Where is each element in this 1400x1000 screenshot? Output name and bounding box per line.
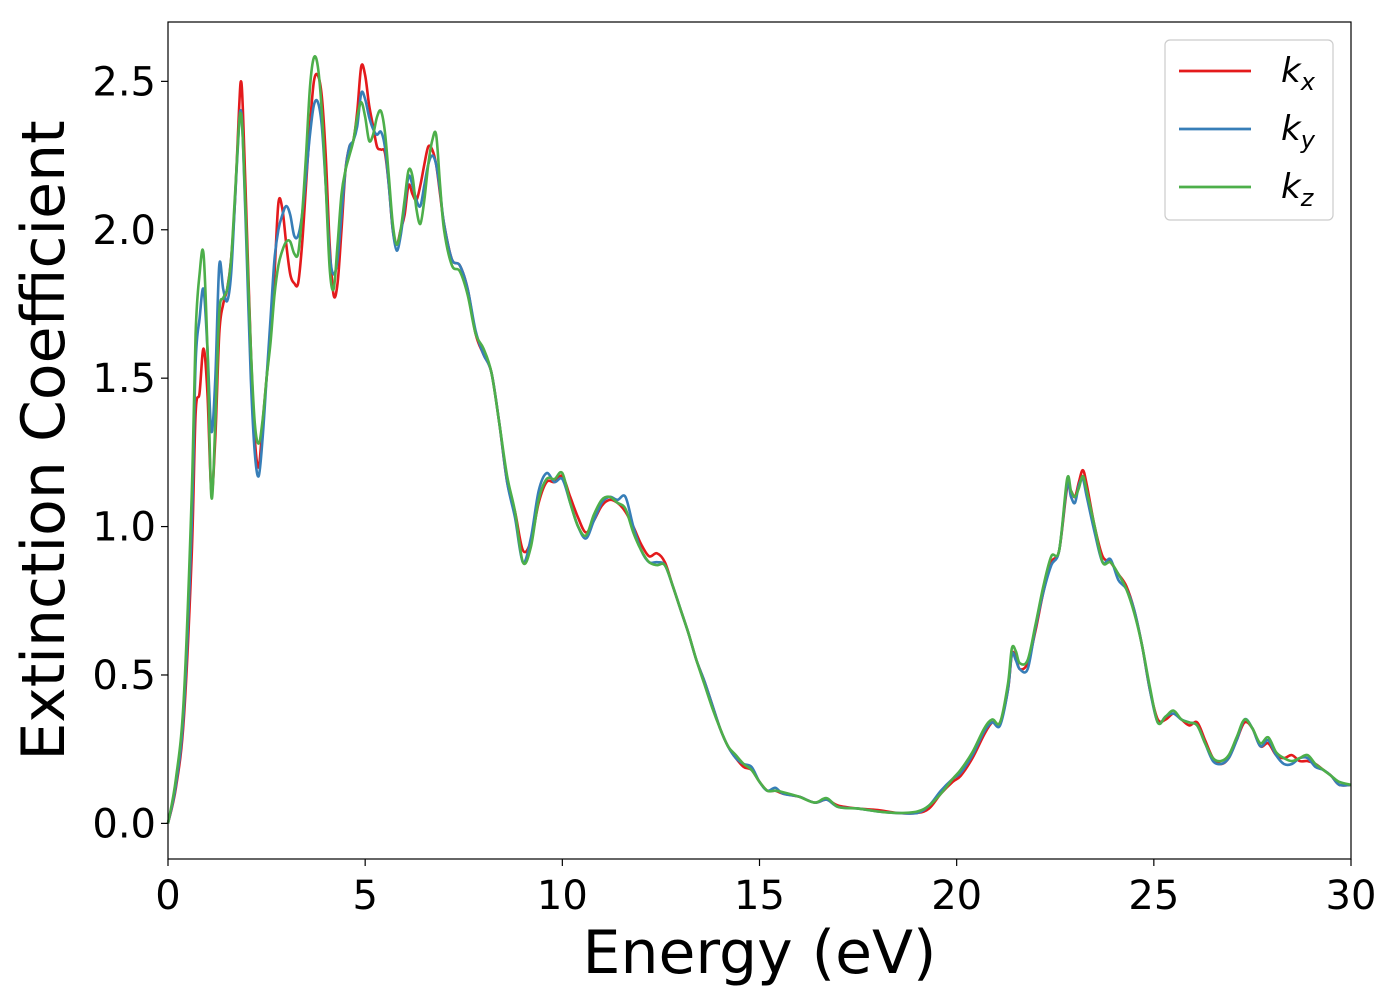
series-line-kz <box>166 54 1352 824</box>
x-tick-label: 5 <box>352 873 377 919</box>
x-tick-label: 25 <box>1128 873 1179 919</box>
x-tick-label: 10 <box>537 873 588 919</box>
x-tick-label: 30 <box>1326 873 1377 919</box>
series-layer <box>166 54 1352 824</box>
y-tick-label: 0.0 <box>92 801 156 847</box>
y-tick-label: 1.5 <box>92 356 156 402</box>
y-tick-label: 2.5 <box>92 59 156 105</box>
y-tick-label: 2.0 <box>92 208 156 254</box>
y-tick-label: 1.0 <box>92 505 156 551</box>
x-tick-label: 15 <box>734 873 785 919</box>
y-tick-label: 0.5 <box>92 653 156 699</box>
x-tick-label: 20 <box>931 873 982 919</box>
x-tick-label: 0 <box>155 873 180 919</box>
y-axis: 0.0 0.5 1.0 1.5 2.0 2.5 <box>92 59 168 847</box>
x-axis-title: Energy (eV) <box>583 918 937 988</box>
x-axis: 0 5 10 15 20 25 30 <box>155 859 1376 919</box>
y-axis-title: Extinction Coefficient <box>9 120 79 760</box>
